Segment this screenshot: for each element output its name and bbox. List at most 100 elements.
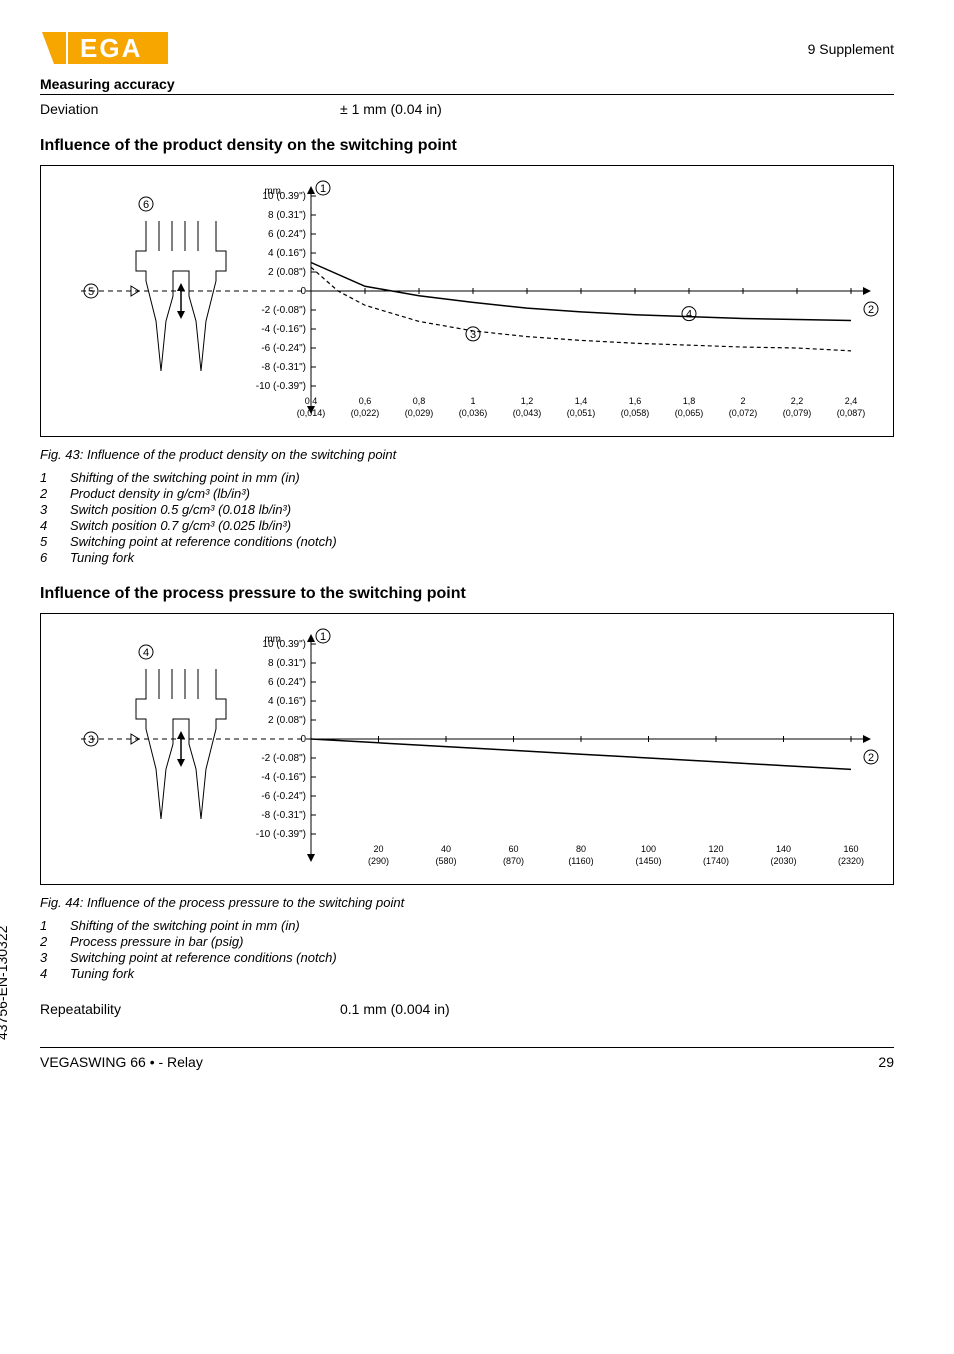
svg-text:5: 5 <box>88 286 94 298</box>
svg-text:3: 3 <box>88 734 94 746</box>
svg-text:3: 3 <box>470 329 476 341</box>
svg-text:(2030): (2030) <box>770 856 796 866</box>
svg-text:120: 120 <box>708 844 723 854</box>
legend-item: 6Tuning fork <box>40 550 894 565</box>
svg-text:(0,036): (0,036) <box>459 408 488 418</box>
svg-text:(1160): (1160) <box>568 856 593 866</box>
svg-text:6: 6 <box>143 199 149 211</box>
svg-text:2: 2 <box>740 396 745 406</box>
svg-text:10 (0.39"): 10 (0.39") <box>262 639 306 650</box>
svg-text:1,6: 1,6 <box>629 396 642 406</box>
svg-text:(0,065): (0,065) <box>675 408 704 418</box>
svg-text:0: 0 <box>300 734 306 745</box>
chart1-svg: mm10 (0.39")8 (0.31")6 (0.24")4 (0.16")2… <box>51 176 881 426</box>
chart2-svg: mm10 (0.39")8 (0.31")6 (0.24")4 (0.16")2… <box>51 624 881 874</box>
svg-text:-4 (-0.16"): -4 (-0.16") <box>261 772 306 783</box>
svg-text:1: 1 <box>320 183 326 195</box>
legend-item: 2Process pressure in bar (psig) <box>40 934 894 949</box>
legend-item: 3Switching point at reference conditions… <box>40 950 894 965</box>
chart2-caption: Fig. 44: Influence of the process pressu… <box>40 895 894 910</box>
svg-text:2,4: 2,4 <box>845 396 858 406</box>
legend-item: 3Switch position 0.5 g/cm³ (0.018 lb/in³… <box>40 502 894 517</box>
svg-text:-2 (-0.08"): -2 (-0.08") <box>261 305 306 316</box>
svg-text:0,6: 0,6 <box>359 396 372 406</box>
svg-text:8 (0.31"): 8 (0.31") <box>268 210 306 221</box>
svg-text:-6 (-0.24"): -6 (-0.24") <box>261 343 306 354</box>
repeatability-label: Repeatability <box>40 1001 340 1017</box>
svg-text:4 (0.16"): 4 (0.16") <box>268 248 306 259</box>
svg-text:0,8: 0,8 <box>413 396 426 406</box>
svg-text:(0,072): (0,072) <box>729 408 758 418</box>
document-id: 43756-EN-130322 <box>0 926 10 1040</box>
svg-text:6 (0.24"): 6 (0.24") <box>268 229 306 240</box>
footer-right: 29 <box>878 1054 894 1070</box>
svg-text:140: 140 <box>776 844 791 854</box>
svg-text:-8 (-0.31"): -8 (-0.31") <box>261 362 306 373</box>
legend-item: 5Switching point at reference conditions… <box>40 534 894 549</box>
svg-text:(0,058): (0,058) <box>621 408 650 418</box>
deviation-label: Deviation <box>40 101 340 117</box>
legend-item: 1Shifting of the switching point in mm (… <box>40 918 894 933</box>
chart1-caption: Fig. 43: Influence of the product densit… <box>40 447 894 462</box>
repeatability-value: 0.1 mm (0.004 in) <box>340 1001 450 1017</box>
chart2-legend: 1Shifting of the switching point in mm (… <box>40 918 894 981</box>
deviation-value: ± 1 mm (0.04 in) <box>340 101 442 117</box>
svg-text:1: 1 <box>470 396 475 406</box>
svg-text:-8 (-0.31"): -8 (-0.31") <box>261 810 306 821</box>
svg-text:8 (0.31"): 8 (0.31") <box>268 658 306 669</box>
svg-text:-10 (-0.39"): -10 (-0.39") <box>256 381 306 392</box>
svg-text:(2320): (2320) <box>838 856 864 866</box>
chart2-heading: Influence of the process pressure to the… <box>40 585 894 603</box>
chart1-heading: Influence of the product density on the … <box>40 137 894 155</box>
svg-text:(0,022): (0,022) <box>351 408 380 418</box>
legend-item: 4Tuning fork <box>40 966 894 981</box>
chart1-box: mm10 (0.39")8 (0.31")6 (0.24")4 (0.16")2… <box>40 165 894 437</box>
svg-text:(870): (870) <box>503 856 524 866</box>
svg-text:1: 1 <box>320 631 326 643</box>
svg-text:(580): (580) <box>435 856 456 866</box>
legend-item: 1Shifting of the switching point in mm (… <box>40 470 894 485</box>
svg-text:(0,079): (0,079) <box>783 408 812 418</box>
svg-text:(0,043): (0,043) <box>513 408 542 418</box>
svg-text:4: 4 <box>686 309 692 321</box>
svg-text:EGA: EGA <box>80 33 142 63</box>
svg-text:(0,029): (0,029) <box>405 408 434 418</box>
svg-text:4 (0.16"): 4 (0.16") <box>268 696 306 707</box>
svg-text:4: 4 <box>143 647 149 659</box>
svg-text:10 (0.39"): 10 (0.39") <box>262 191 306 202</box>
legend-item: 4Switch position 0.7 g/cm³ (0.025 lb/in³… <box>40 518 894 533</box>
svg-text:-2 (-0.08"): -2 (-0.08") <box>261 753 306 764</box>
svg-text:0,4: 0,4 <box>305 396 318 406</box>
supplement-label: 9 Supplement <box>808 41 894 57</box>
svg-text:2 (0.08"): 2 (0.08") <box>268 267 306 278</box>
svg-text:2,2: 2,2 <box>791 396 804 406</box>
svg-text:(0,051): (0,051) <box>567 408 596 418</box>
svg-text:160: 160 <box>843 844 858 854</box>
chart2-box: mm10 (0.39")8 (0.31")6 (0.24")4 (0.16")2… <box>40 613 894 885</box>
svg-text:1,8: 1,8 <box>683 396 696 406</box>
svg-text:80: 80 <box>576 844 586 854</box>
svg-text:0: 0 <box>300 286 306 297</box>
chart1-legend: 1Shifting of the switching point in mm (… <box>40 470 894 565</box>
svg-text:1,2: 1,2 <box>521 396 534 406</box>
legend-item: 2Product density in g/cm³ (lb/in³) <box>40 486 894 501</box>
vega-logo: EGA <box>40 30 170 68</box>
svg-text:(290): (290) <box>368 856 389 866</box>
svg-text:60: 60 <box>508 844 518 854</box>
svg-text:100: 100 <box>641 844 656 854</box>
measuring-accuracy-title: Measuring accuracy <box>40 76 894 95</box>
svg-text:40: 40 <box>441 844 451 854</box>
svg-text:(0,087): (0,087) <box>837 408 866 418</box>
svg-text:-6 (-0.24"): -6 (-0.24") <box>261 791 306 802</box>
svg-text:2: 2 <box>868 752 874 764</box>
svg-text:(1450): (1450) <box>635 856 661 866</box>
svg-text:(0,014): (0,014) <box>297 408 326 418</box>
svg-text:6 (0.24"): 6 (0.24") <box>268 677 306 688</box>
svg-text:2: 2 <box>868 304 874 316</box>
svg-text:2 (0.08"): 2 (0.08") <box>268 715 306 726</box>
svg-text:-4 (-0.16"): -4 (-0.16") <box>261 324 306 335</box>
svg-text:(1740): (1740) <box>703 856 729 866</box>
svg-text:20: 20 <box>373 844 383 854</box>
footer-left: VEGASWING 66 • - Relay <box>40 1054 203 1070</box>
svg-text:-10 (-0.39"): -10 (-0.39") <box>256 829 306 840</box>
